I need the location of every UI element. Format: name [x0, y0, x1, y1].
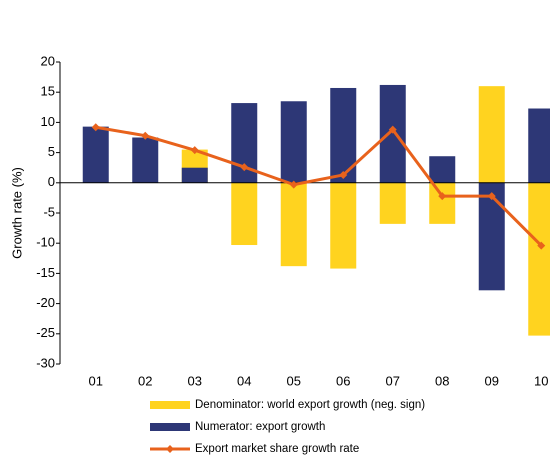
bar: [132, 137, 159, 183]
y-tick-label: 10: [41, 114, 55, 129]
y-axis-label: Growth rate (%): [9, 167, 24, 259]
bar: [280, 182, 307, 267]
x-tick-label: 10: [534, 373, 548, 388]
y-tick-label: 15: [41, 84, 55, 99]
legend-swatch: [150, 401, 190, 409]
x-tick-label: 08: [435, 373, 449, 388]
bar: [330, 182, 357, 269]
x-tick-label: 05: [287, 373, 301, 388]
bar: [478, 86, 505, 183]
y-tick-label: 20: [41, 53, 55, 68]
x-tick-label: 06: [336, 373, 350, 388]
y-tick-label: 0: [48, 174, 55, 189]
y-tick-label: -5: [43, 204, 55, 219]
legend-label: Denominator: world export growth (neg. s…: [195, 399, 425, 411]
line-marker: [289, 180, 298, 189]
line-marker: [91, 123, 100, 132]
bar: [478, 182, 505, 291]
line: [95, 125, 543, 247]
bar: [280, 101, 307, 183]
bar: [528, 182, 550, 336]
x-tick-label: 02: [138, 373, 152, 388]
bar: [82, 126, 109, 183]
legend-swatch: [150, 423, 190, 431]
x-tick-label: 01: [89, 373, 103, 388]
line-marker: [190, 146, 199, 155]
bar: [379, 84, 406, 183]
bar: [231, 182, 258, 246]
line-marker: [339, 170, 348, 179]
line-marker: [141, 131, 150, 140]
bar: [429, 156, 456, 183]
bar: [379, 182, 406, 224]
legend-marker: [166, 445, 174, 453]
x-tick-label: 03: [188, 373, 202, 388]
line-marker: [487, 192, 496, 201]
x-tick-label: 07: [386, 373, 400, 388]
legend-label: Numerator: export growth: [195, 421, 325, 433]
bar: [181, 167, 208, 183]
x-tick-label: 04: [237, 373, 251, 388]
y-tick-label: 5: [48, 144, 55, 159]
line-marker: [438, 192, 447, 201]
line-marker: [388, 125, 397, 134]
y-tick-label: -25: [36, 325, 55, 340]
legend: Denominator: world export growth (neg. s…: [150, 399, 425, 455]
y-tick-label: -30: [36, 355, 55, 370]
x-tick-label: 09: [485, 373, 499, 388]
legend-label: Export market share growth rate: [195, 443, 359, 455]
bar: [528, 108, 550, 183]
bar: [429, 182, 456, 224]
line-marker: [240, 163, 249, 172]
y-tick-label: -20: [36, 295, 55, 310]
y-tick-label: -15: [36, 265, 55, 280]
line-marker: [537, 241, 546, 250]
y-tick-label: -10: [36, 235, 55, 250]
